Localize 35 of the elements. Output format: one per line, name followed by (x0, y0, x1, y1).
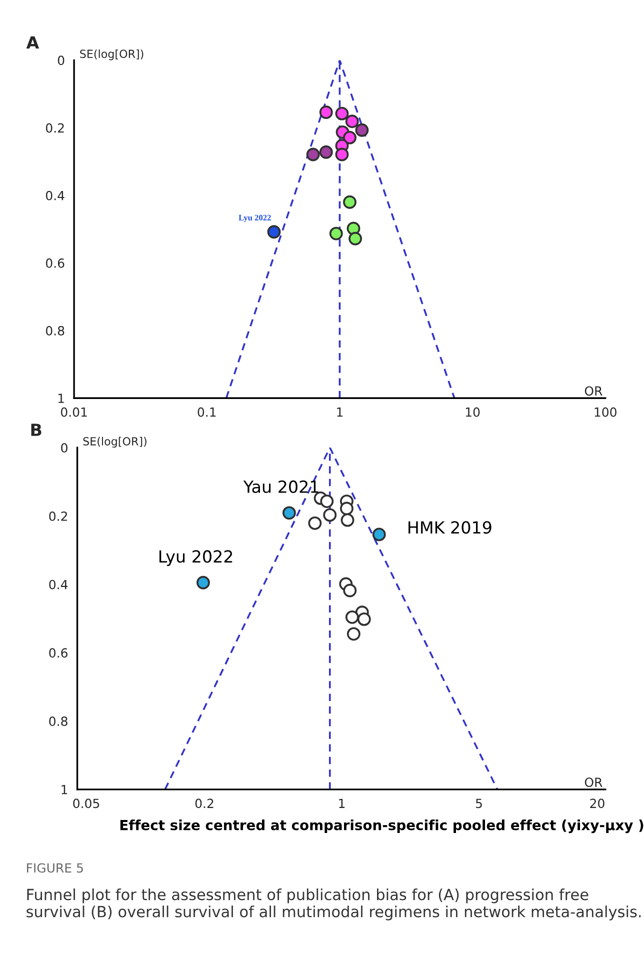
chart-title: B (31, 424, 42, 436)
x-tick-label: 1 (339, 798, 345, 808)
y-tick-label: 0.4 (46, 190, 64, 200)
y-tick-label: 0.2 (46, 123, 64, 133)
x-tick-label: 5 (476, 798, 482, 808)
y-axis-title: SE(log[OR]) (83, 436, 146, 448)
x-axis-title: OR (584, 386, 602, 396)
x-tick-label: 0.2 (195, 798, 214, 808)
text: Effect size centred at comparison-specific pooled effect (yixy-µxy ) (120, 820, 644, 834)
text: Funnel plot for the assessment of publication bias for (A) progression free survival (B) overall survival of all mutimodal regimens in network meta-analysis. (26, 888, 641, 920)
y-tick-label: 0.4 (49, 580, 68, 590)
annotation: HMK 2019 (408, 521, 492, 534)
y-tick-label: 0.8 (46, 326, 64, 336)
y-tick-label: 0.6 (49, 648, 68, 658)
annotation: Lyu 2022 (159, 550, 232, 566)
x-tick-label: 0.1 (198, 407, 216, 417)
y-tick-label: 0.8 (49, 716, 68, 726)
x-tick-label: 10 (466, 407, 480, 417)
x-tick-label: 0.01 (60, 407, 87, 417)
caption: FIGURE 5 (26, 863, 83, 873)
y-tick-label: 0.2 (49, 511, 67, 521)
annotation: Yau 2021 (243, 480, 318, 494)
x-tick-label: 1 (337, 408, 343, 417)
y-tick-label: 1 (58, 394, 64, 403)
chart-title: A (26, 36, 40, 48)
x-axis-title: OR (584, 778, 602, 787)
x-tick-label: 20 (590, 798, 604, 808)
annotation: Lyu 2022 (238, 214, 271, 222)
y-tick-label: 0 (61, 443, 68, 453)
x-tick-label: 100 (594, 407, 616, 417)
y-axis-title: SE(log[OR]) (80, 49, 144, 60)
y-tick-label: 1 (62, 785, 68, 794)
x-tick-label: 0.05 (73, 798, 100, 808)
y-tick-label: 0 (58, 56, 64, 66)
y-tick-label: 0.6 (46, 258, 64, 268)
